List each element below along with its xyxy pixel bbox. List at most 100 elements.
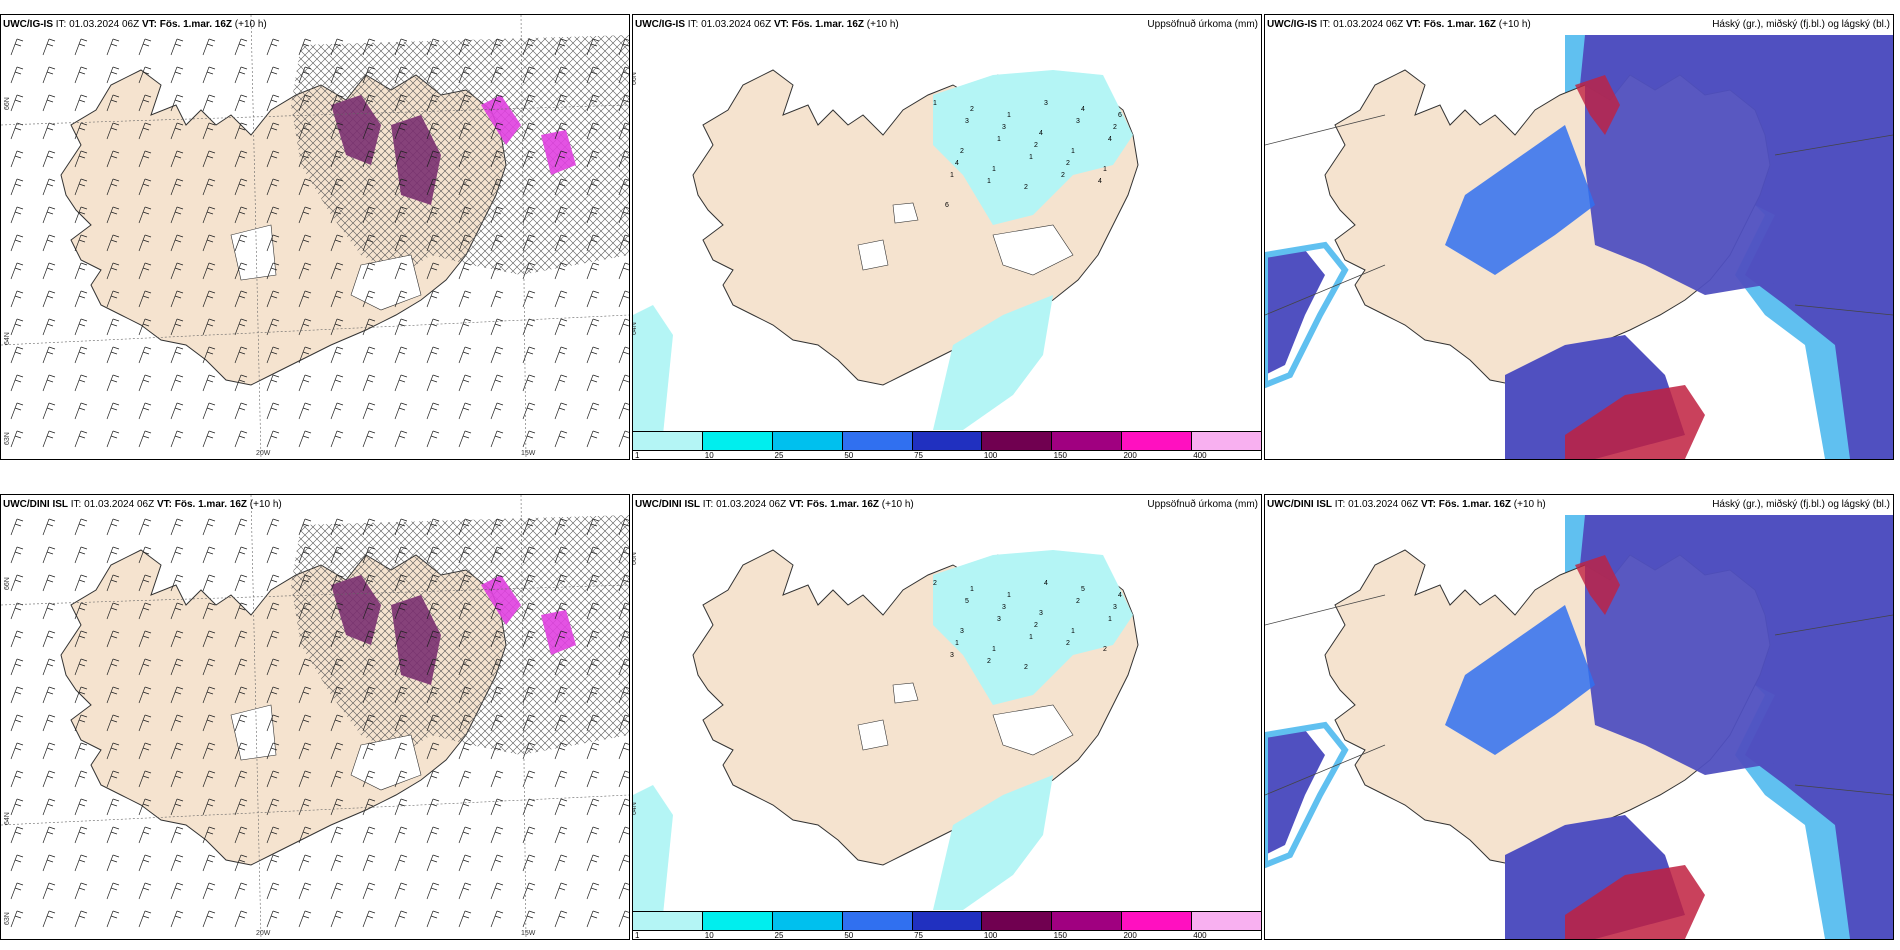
wind-barb-icon: [170, 882, 184, 900]
model-name: UWC/IG-IS: [3, 19, 53, 30]
wind-barb-icon: [394, 178, 408, 196]
wind-barb-icon: [106, 574, 120, 592]
wind-barb-icon: [394, 346, 408, 364]
wind-barb-icon: [554, 518, 568, 536]
wind-barb-icon: [618, 602, 629, 620]
wind-barb-icon: [202, 150, 216, 168]
wind-barb-icon: [426, 882, 440, 900]
wind-barb-icon: [458, 234, 472, 252]
wind-barb-icon: [138, 346, 152, 364]
wind-barb-icon: [106, 66, 120, 84]
wind-barb-icon: [330, 742, 344, 760]
wind-barb-icon: [394, 910, 408, 928]
wind-barb-icon: [10, 882, 24, 900]
wind-barb-icon: [74, 630, 88, 648]
precip-value-label: 1: [955, 640, 959, 647]
wind-barb-icon: [586, 122, 600, 140]
wind-barb-icon: [266, 346, 280, 364]
wind-barb-icon: [170, 686, 184, 704]
colorbar-tick-label: 25: [774, 451, 784, 460]
latitude-label: 66N: [4, 97, 11, 110]
wind-barb-icon: [586, 546, 600, 564]
colorbar-swatch: [842, 432, 913, 450]
wind-barb-icon: [266, 546, 280, 564]
wind-barb-icon: [138, 234, 152, 252]
it-value: 01.03.2024 06Z: [84, 499, 155, 510]
wind-barb-icon: [138, 122, 152, 140]
wind-barb-icon: [138, 290, 152, 308]
hatched-area: [291, 35, 629, 275]
latitude-label: 66N: [632, 552, 638, 565]
wind-barb-icon: [138, 798, 152, 816]
wind-barb-icon: [618, 882, 629, 900]
precip-value-label: 3: [960, 628, 964, 635]
colorbar-tick-label: 50: [844, 931, 854, 940]
wind-barb-icon: [458, 346, 472, 364]
map-panel-4: UWC/DINI ISL IT: 01.03.2024 06Z VT: Fös.…: [0, 494, 630, 940]
wind-barb-icon: [298, 658, 312, 676]
precip-value-label: 6: [945, 202, 949, 209]
it-label: IT:: [702, 499, 714, 510]
precip-area: [933, 550, 1133, 705]
wind-barb-icon: [266, 290, 280, 308]
wind-barb-icon: [522, 854, 536, 872]
wind-barb-icon: [234, 798, 248, 816]
wind-barb-icon: [298, 910, 312, 928]
wind-barb-icon: [170, 430, 184, 448]
wind-barb-icon: [266, 430, 280, 448]
wind-barb-icon: [138, 658, 152, 676]
wind-barb-icon: [394, 206, 408, 224]
lead-time: (+10 h): [234, 19, 267, 30]
wind-barb-icon: [618, 546, 629, 564]
wind-barb-icon: [170, 910, 184, 928]
wind-barb-icon: [170, 658, 184, 676]
colorbar-swatch: [982, 432, 1053, 450]
wind-barb-icon: [426, 94, 440, 112]
wind-barb-icon: [234, 206, 248, 224]
precip-value-label: 2: [1076, 598, 1080, 605]
wind-barb-icon: [74, 518, 88, 536]
wind-barb-icon: [298, 318, 312, 336]
wind-barb-icon: [234, 150, 248, 168]
wind-barb-icon: [10, 290, 24, 308]
wind-barb-icon: [170, 602, 184, 620]
wind-barb-icon: [394, 150, 408, 168]
wind-barb-icon: [10, 602, 24, 620]
wind-barb-icon: [74, 178, 88, 196]
wind-barb-icon: [170, 318, 184, 336]
wind-barb-icon: [10, 318, 24, 336]
wind-barb-icon: [586, 798, 600, 816]
wind-barb-icon: [106, 346, 120, 364]
wind-barb-icon: [618, 318, 629, 336]
wind-barb-icon: [234, 714, 248, 732]
wind-barb-icon: [42, 658, 56, 676]
precip-value-label: 2: [1066, 160, 1070, 167]
wind-barb-icon: [42, 630, 56, 648]
wind-barb-icon: [42, 574, 56, 592]
wind-barb-icon: [330, 714, 344, 732]
wind-barb-icon: [394, 318, 408, 336]
wind-barb-icon: [202, 206, 216, 224]
precip-value-label: 1: [1029, 154, 1033, 161]
wind-barb-icon: [618, 658, 629, 676]
wind-barb-icon: [586, 346, 600, 364]
wind-barb-icon: [138, 430, 152, 448]
wind-barb-icon: [106, 234, 120, 252]
wind-barb-icon: [426, 742, 440, 760]
wind-barb-icon: [74, 742, 88, 760]
wind-barb-icon: [42, 826, 56, 844]
wind-barb-icon: [586, 318, 600, 336]
field-title: Háský (gr.), miðský (fj.bl.) og lágský (…: [1712, 19, 1890, 30]
wind-barb-icon: [426, 630, 440, 648]
wind-barb-icon: [42, 94, 56, 112]
wind-barb-icon: [458, 374, 472, 392]
wind-barb-icon: [554, 630, 568, 648]
wind-barb-icon: [74, 66, 88, 84]
latitude-label: 63N: [4, 912, 11, 925]
vt-label: VT:: [788, 499, 804, 510]
wind-barb-icon: [394, 602, 408, 620]
wind-barb-icon: [138, 686, 152, 704]
wind-barb-icon: [202, 66, 216, 84]
wind-barb-icon: [170, 122, 184, 140]
precip-value-label: 3: [950, 652, 954, 659]
